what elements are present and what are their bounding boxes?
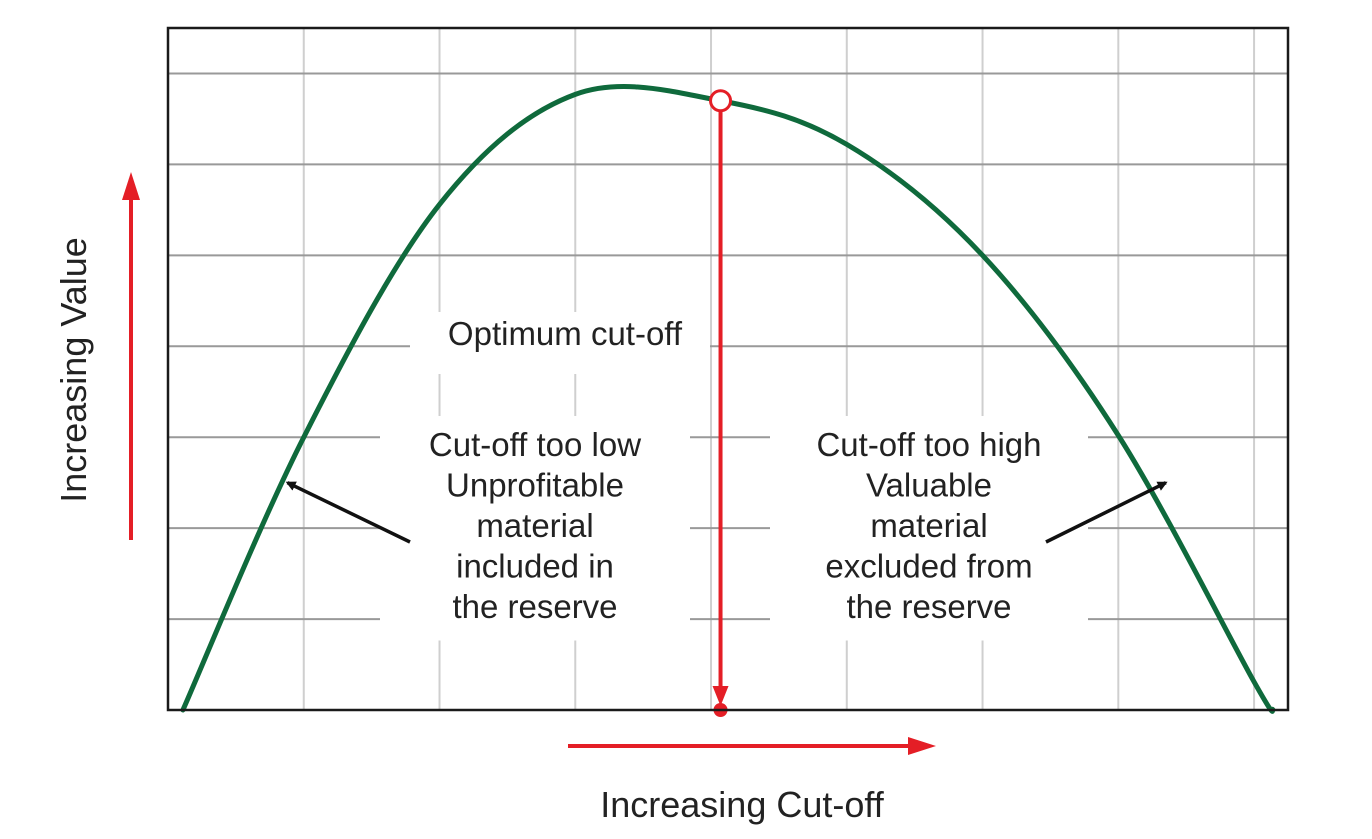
low-cutoff-annotation: Cut-off too low Unprofitable material inclu…: [429, 426, 641, 625]
high-cutoff-arrow: [1045, 481, 1168, 544]
annotations: Optimum cut-off Cut-off too low Unprofitab…: [285, 315, 1168, 625]
x-axis-label: Increasing Cut-off: [600, 784, 884, 825]
annotation-line: Cut-off too high: [816, 426, 1041, 463]
annotation-line: the reserve: [452, 588, 617, 625]
annotation-line: Valuable: [866, 467, 992, 504]
optimum-label: Optimum cut-off: [448, 315, 683, 352]
high-cutoff-label-background: [770, 416, 1088, 641]
curve-layer: [180, 84, 1276, 717]
annotation-line: material: [870, 507, 987, 544]
optimum-point: [709, 89, 733, 113]
optimum-drop-arrowhead: [712, 686, 729, 706]
x-axis-direction-arrowhead: [908, 737, 936, 755]
low-cutoff-arrow: [285, 481, 411, 544]
label-backgrounds: [380, 312, 1088, 641]
grid: [168, 28, 1288, 710]
axis-arrows: Increasing Cut-off Increasing Value: [53, 172, 936, 825]
y-axis-label: Increasing Value: [53, 237, 94, 503]
annotation-line: included in: [456, 548, 614, 585]
annotation-line: material: [476, 507, 593, 544]
annotation-line: Unprofitable: [446, 467, 624, 504]
high-cutoff-annotation: Cut-off too high Valuable material excluded…: [816, 426, 1041, 625]
plot-border: [166, 26, 1290, 712]
optimum-label-background: [410, 312, 710, 374]
y-axis-direction-arrowhead: [122, 172, 140, 200]
annotation-line: Cut-off too low: [429, 426, 641, 463]
annotation-line: the reserve: [846, 588, 1011, 625]
value-curve: [180, 84, 1276, 714]
low-cutoff-label-background: [380, 416, 690, 641]
plot-frame: [166, 26, 1290, 712]
annotation-line: excluded from: [825, 548, 1032, 585]
